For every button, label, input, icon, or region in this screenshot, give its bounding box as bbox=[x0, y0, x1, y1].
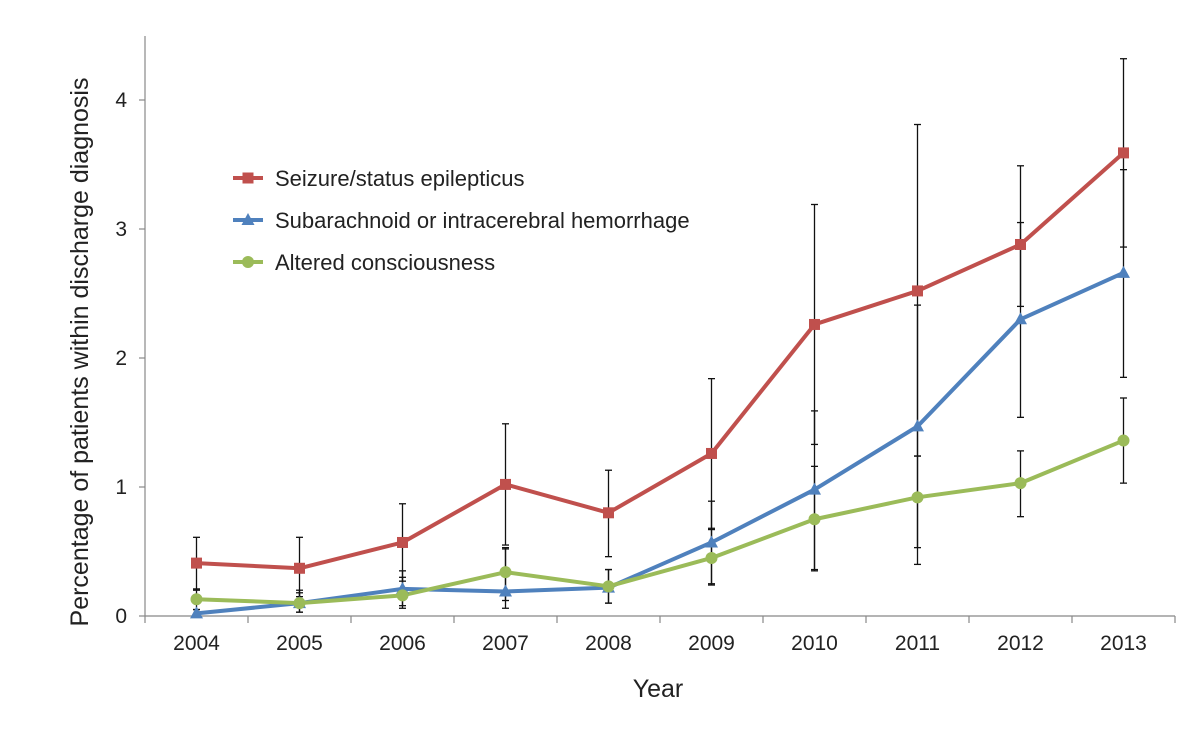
series-line bbox=[194, 150, 1126, 571]
data-point bbox=[499, 566, 512, 579]
data-point bbox=[1014, 477, 1027, 490]
data-point bbox=[499, 584, 512, 597]
data-point bbox=[500, 478, 511, 490]
data-point bbox=[294, 562, 305, 574]
data-point bbox=[912, 285, 923, 297]
y-tick-label: 1 bbox=[115, 476, 127, 499]
x-tick-label: 2013 bbox=[1100, 632, 1147, 655]
data-point bbox=[1118, 147, 1129, 159]
x-tick-label: 2012 bbox=[997, 632, 1044, 655]
legend-label: Seizure/status epilepticus bbox=[275, 166, 524, 191]
x-tick-label: 2005 bbox=[276, 632, 323, 655]
data-point bbox=[603, 507, 614, 519]
data-point bbox=[911, 491, 924, 504]
x-tick-label: 2007 bbox=[482, 632, 529, 655]
y-axis-title: Percentage of patients within discharge … bbox=[66, 78, 94, 627]
data-point bbox=[809, 318, 820, 330]
y-tick-label: 0 bbox=[115, 605, 127, 628]
x-tick-label: 2009 bbox=[688, 632, 735, 655]
series-line bbox=[194, 438, 1126, 606]
data-point bbox=[706, 447, 717, 459]
data-point bbox=[808, 513, 821, 526]
series-markers bbox=[190, 147, 1130, 619]
data-point bbox=[190, 606, 203, 619]
y-tick-label: 2 bbox=[115, 347, 127, 370]
series-lines bbox=[194, 150, 1126, 616]
x-tick-label: 2008 bbox=[585, 632, 632, 655]
x-tick-label: 2011 bbox=[895, 632, 940, 655]
data-point bbox=[1014, 312, 1027, 325]
data-point bbox=[191, 557, 202, 569]
series-line bbox=[194, 270, 1126, 616]
data-point bbox=[705, 535, 718, 548]
data-point bbox=[190, 593, 203, 606]
data-point bbox=[1015, 238, 1026, 250]
data-point bbox=[397, 536, 408, 548]
x-tick-label: 2004 bbox=[173, 632, 220, 655]
data-point bbox=[293, 597, 306, 610]
error-bars bbox=[193, 58, 1127, 617]
data-point bbox=[705, 551, 718, 564]
legend-marker bbox=[242, 172, 254, 184]
x-tick-label: 2010 bbox=[791, 632, 838, 655]
data-point bbox=[602, 580, 615, 593]
legend-label: Subarachnoid or intracerebral hemorrhage bbox=[275, 208, 690, 233]
legend-marker bbox=[241, 213, 255, 225]
x-axis-title: Year bbox=[633, 675, 684, 703]
legend: Seizure/status epilepticus Subarachnoid o… bbox=[233, 166, 690, 275]
data-point bbox=[1117, 265, 1130, 278]
data-point bbox=[808, 482, 821, 495]
axes: 0 1 2 3 4 2004 2005 2006 2007 2008 2009 2010 2011 201… bbox=[115, 36, 1176, 655]
data-point bbox=[396, 589, 409, 602]
data-point bbox=[911, 419, 924, 432]
y-tick-label: 4 bbox=[115, 89, 127, 112]
legend-marker bbox=[242, 256, 254, 268]
data-point bbox=[1117, 434, 1130, 447]
x-tick-label: 2006 bbox=[379, 632, 426, 655]
legend-label: Altered consciousness bbox=[275, 250, 495, 275]
y-tick-label: 3 bbox=[115, 218, 127, 241]
